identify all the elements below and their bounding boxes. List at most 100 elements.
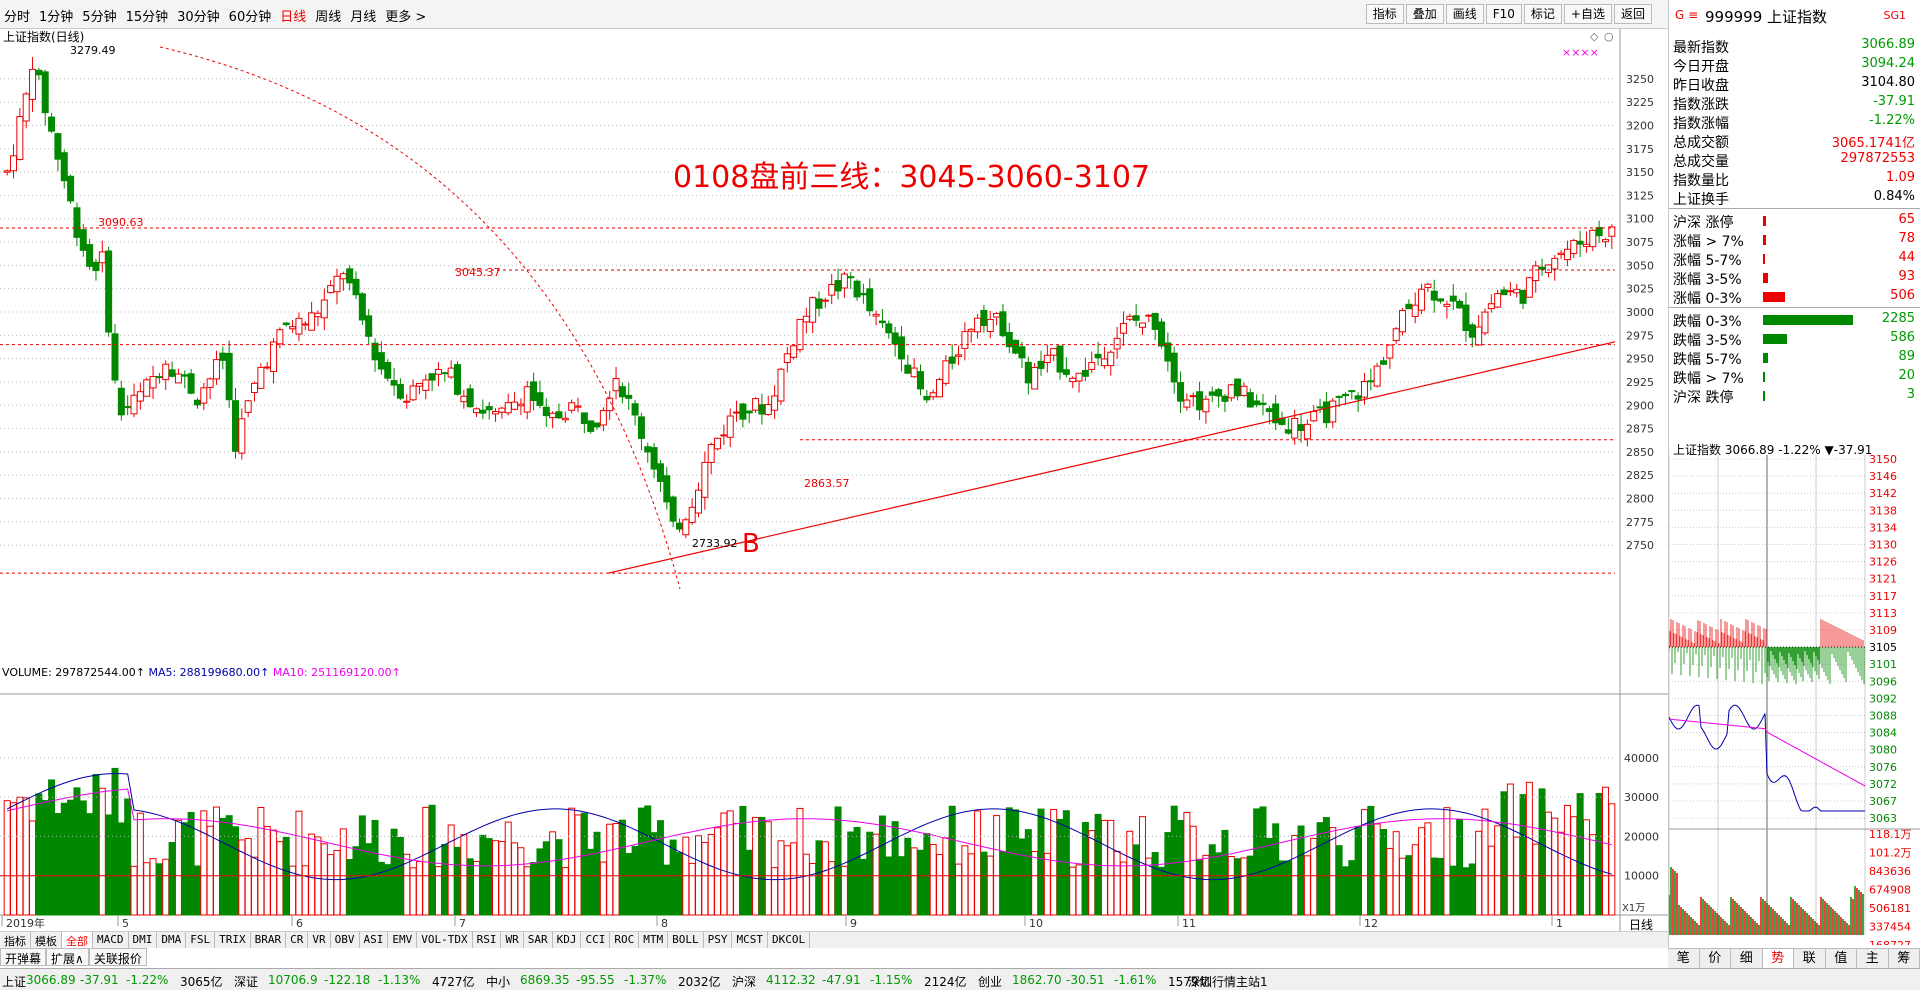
volume-bar [1246, 855, 1254, 916]
period-3[interactable]: 15分钟 [125, 10, 169, 25]
volume-bar [200, 810, 208, 916]
volume-bar [878, 815, 886, 916]
down-stat-row: 跌幅 3-5% 586 [1671, 329, 1919, 349]
kline-svg[interactable]: 3250 3225 3200 3175 3150 3125 3100 3075 3050 3025… [0, 29, 1668, 940]
indicator-tab-4[interactable]: DMI [129, 932, 158, 948]
candle-body [1208, 391, 1216, 396]
right-tab-6[interactable]: 主 [1857, 949, 1889, 968]
indicator-tab-15[interactable]: RSI [473, 932, 502, 948]
volume-bar [16, 796, 24, 916]
stock-group-label[interactable]: G ≡ [1675, 8, 1699, 22]
candle-body [796, 318, 804, 351]
price-label-3045: 3045.37 [455, 266, 501, 279]
period-7[interactable]: 周线 [315, 10, 342, 25]
volume-bar [67, 799, 75, 916]
status-item: 沪深 [732, 975, 757, 989]
stock-header: G ≡ 999999 上证指数 SG1 [1668, 0, 1920, 29]
period-6[interactable]: 日线 [280, 10, 307, 25]
indicator-tab-23[interactable]: PSY [704, 932, 733, 948]
tool-button-4[interactable]: 标记 [1523, 4, 1562, 24]
candle-body [929, 392, 937, 398]
tool-button-1[interactable]: 叠加 [1405, 4, 1444, 24]
period-5[interactable]: 60分钟 [228, 10, 272, 25]
right-tab-3[interactable]: 势 [1762, 949, 1794, 968]
intraday-svg[interactable]: 3150 3146 3142 3138 3134 3130 3126 3121 3117 3113… [1669, 455, 1920, 945]
candle-body [523, 386, 531, 413]
indicator-tab-24[interactable]: MCST [732, 932, 768, 948]
candle-body [637, 416, 645, 439]
tool-button-5[interactable]: +自选 [1563, 4, 1612, 24]
candle-body [301, 323, 309, 326]
indicator-tab-21[interactable]: MTM [639, 932, 669, 948]
right-tab-5[interactable]: 值 [1826, 949, 1857, 968]
sub-tab-0[interactable]: 开弹幕 [0, 948, 47, 966]
indicator-tab-17[interactable]: SAR [524, 932, 553, 948]
indicator-tab-8[interactable]: BRAR [251, 932, 287, 948]
right-tab-7[interactable]: 筹 [1889, 949, 1920, 968]
volume-bar [859, 858, 867, 916]
indicator-tab-25[interactable]: DKCOL [768, 932, 811, 948]
indicator-tab-12[interactable]: ASI [360, 932, 389, 948]
indicator-tab-14[interactable]: VOL-TDX [417, 932, 473, 948]
indicator-tab-7[interactable]: TRIX [215, 932, 251, 948]
tool-button-2[interactable]: 画线 [1445, 4, 1484, 24]
volume-bar [339, 828, 347, 916]
candle-body [1468, 324, 1476, 338]
indicator-tab-9[interactable]: CR [286, 932, 309, 948]
tool-button-3[interactable]: F10 [1485, 4, 1522, 24]
period-4[interactable]: 30分钟 [177, 10, 220, 25]
diamond-icon[interactable]: ◇ [1590, 30, 1599, 43]
price-tick: 3025 [1626, 283, 1654, 296]
indicator-tab-2[interactable]: 全部 [62, 932, 93, 948]
indicator-tab-0[interactable]: 指标 [0, 932, 31, 948]
volume-bar [549, 831, 557, 916]
indicator-tab-5[interactable]: DMA [157, 932, 187, 948]
down-stat-bar [1763, 353, 1768, 363]
intraday-price-tick: 3134 [1869, 521, 1897, 534]
volume-bar [371, 819, 379, 916]
indicator-tab-13[interactable]: EMV [388, 932, 418, 948]
volume-tick: 20000 [1624, 830, 1659, 843]
volume-bar [669, 839, 677, 916]
period-8[interactable]: 月线 [350, 10, 377, 25]
volume-bar [460, 834, 468, 916]
candle-body [422, 379, 430, 391]
intraday-price-tick: 3113 [1869, 607, 1897, 620]
right-tab-2[interactable]: 细 [1731, 949, 1763, 968]
indicator-tab-11[interactable]: OBV [331, 932, 360, 948]
volume-bar [1443, 807, 1451, 916]
indicator-tab-16[interactable]: WR [501, 932, 524, 948]
indicator-tab-22[interactable]: BOLL [668, 932, 704, 948]
right-tab-1[interactable]: 价 [1700, 949, 1731, 968]
down-stat-value: 89 [1898, 349, 1915, 364]
indicator-tab-1[interactable]: 模板 [31, 932, 62, 948]
candle-body [212, 359, 220, 380]
indicator-tab-3[interactable]: MACD [93, 932, 129, 948]
circle-icon[interactable]: ○ [1604, 30, 1614, 43]
right-tab-0[interactable]: 笔 [1668, 949, 1700, 968]
period-9[interactable]: 更多 > [385, 10, 427, 25]
tool-button-0[interactable]: 指标 [1365, 4, 1404, 24]
period-2[interactable]: 5分钟 [82, 10, 117, 25]
volume-bar [974, 810, 982, 916]
right-tab-4[interactable]: 联 [1794, 949, 1826, 968]
intraday-price-tick: 3072 [1869, 778, 1897, 791]
period-0[interactable]: 分时 [4, 10, 31, 25]
candle-body [1500, 289, 1508, 296]
period-1[interactable]: 1分钟 [39, 10, 74, 25]
sub-tab-1[interactable]: 扩展∧ [46, 948, 89, 966]
intraday-panel[interactable]: 上证指数 3066.89 -1.22% ▼-37.91 3150 3146 3142… [1668, 439, 1920, 948]
volume-bar [714, 827, 722, 916]
indicator-tab-18[interactable]: KDJ [553, 932, 582, 948]
tool-button-6[interactable]: 返回 [1613, 4, 1652, 24]
kline-chart-area[interactable]: 3250 3225 3200 3175 3150 3125 3100 3075 3050 3025… [0, 29, 1668, 940]
indicator-tab-6[interactable]: FSL [186, 932, 216, 948]
candle-body [897, 336, 905, 360]
indicator-tab-19[interactable]: CCI [581, 932, 611, 948]
indicator-tab-10[interactable]: VR [308, 932, 331, 948]
sub-tab-2[interactable]: 关联报价 [88, 948, 147, 966]
indicator-tab-20[interactable]: ROC [610, 932, 640, 948]
candle-body [549, 412, 557, 419]
volume-bar [904, 837, 912, 916]
up-stat-row: 沪深 涨停 65 [1671, 211, 1919, 231]
